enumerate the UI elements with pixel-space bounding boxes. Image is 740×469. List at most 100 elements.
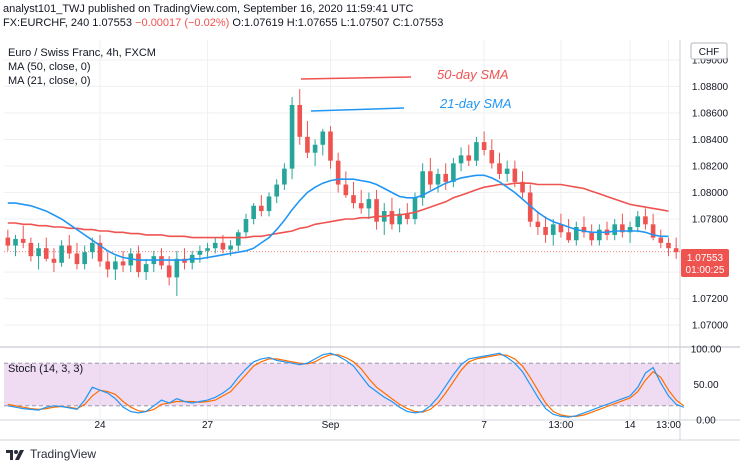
candle-body <box>635 216 641 227</box>
candle-body <box>282 168 287 185</box>
candle-body <box>597 229 602 241</box>
candle-body <box>443 173 449 182</box>
pane-separators <box>0 40 740 441</box>
legend-ma50: MA (50, close, 0) <box>8 61 91 73</box>
candle-body <box>212 242 218 249</box>
stoch-band <box>4 363 680 406</box>
x-tick-label: 27 <box>202 420 214 431</box>
candle-body <box>20 238 26 243</box>
candle-body <box>535 221 541 227</box>
candle-body <box>228 245 233 250</box>
brand-name: TradingView <box>30 447 97 461</box>
legend-ma21: MA (21, close, 0) <box>8 75 91 87</box>
price-change: −0.00017 (−0.02%) <box>135 17 230 29</box>
last-price-label: 1.07553 <box>687 253 724 264</box>
candle-body <box>259 205 264 212</box>
y-tick-label: 1.08600 <box>692 108 729 119</box>
candle-body <box>566 232 571 241</box>
x-tick-label: 13:00 <box>656 420 681 431</box>
ma21-line <box>7 174 669 261</box>
candle-body <box>428 171 433 185</box>
annotation-ma50: 50-day SMA <box>437 67 509 82</box>
candle-body <box>82 252 87 265</box>
candle-body <box>274 184 280 197</box>
candle-body <box>74 253 80 265</box>
annotation-line-ma50 <box>300 76 412 80</box>
candle-body <box>105 261 111 270</box>
candle-body <box>266 196 272 212</box>
currency-label: CHF <box>699 47 720 58</box>
x-tick-label: 24 <box>94 420 106 431</box>
symbol-quote-line: FX:EURCHF, 240 1.07553 −0.00017 (−0.02%)… <box>3 16 443 30</box>
candle-body <box>497 163 502 174</box>
stoch-k-line <box>7 352 685 418</box>
candle-body <box>320 131 326 145</box>
candle-body <box>573 226 579 241</box>
axis-tick-labels: 24 27 Sep 7 13:00 14 13:00 1.07000 1.07200 1.0780… <box>94 55 728 431</box>
candle-body <box>143 264 149 273</box>
last-price-tag: 1.07553 01:00:25 <box>681 249 729 277</box>
candle-body <box>412 197 418 220</box>
ma50-line <box>7 182 669 239</box>
chart-canvas[interactable]: 24 27 Sep 7 13:00 14 13:00 1.07000 1.07200 1.0780… <box>0 40 740 455</box>
y-tick-label: 1.08400 <box>692 135 729 146</box>
currency-button[interactable]: CHF <box>690 42 728 60</box>
candle-body <box>673 248 679 253</box>
candle-body <box>97 242 103 262</box>
chart-title: Euro / Swiss Franc, 4h, FXCM <box>8 47 156 59</box>
candle-body <box>620 224 625 233</box>
candle-body <box>66 245 72 254</box>
footer: TradingView <box>0 441 740 469</box>
candle-body <box>358 203 364 209</box>
candle-body <box>481 142 487 151</box>
candle-body <box>543 226 548 235</box>
candle-body <box>90 242 95 253</box>
candle-body <box>489 150 495 164</box>
candle-body <box>251 205 256 220</box>
candle-body <box>289 104 295 169</box>
candle-body <box>174 258 180 278</box>
candle-body <box>205 248 210 251</box>
candle-body <box>512 168 518 182</box>
candle-body <box>527 192 533 222</box>
candle-body <box>5 237 11 246</box>
annotation-line-ma21 <box>310 107 405 112</box>
candle-body <box>589 232 594 241</box>
y-tick-label: 1.07800 <box>692 215 729 226</box>
grid <box>4 40 680 420</box>
x-tick-label: 13:00 <box>548 420 573 431</box>
bar-countdown: 01:00:25 <box>686 265 725 276</box>
candle-body <box>28 242 34 257</box>
candle-body <box>374 199 379 222</box>
candle-body <box>666 242 671 249</box>
candle-body <box>435 173 441 185</box>
candle-body <box>627 226 633 233</box>
candle-body <box>36 248 41 257</box>
candle-body <box>474 142 479 161</box>
candle-body <box>389 211 395 225</box>
candle-body <box>581 226 587 233</box>
x-tick-label: 14 <box>625 420 637 431</box>
y-tick-label: 1.09000 <box>692 55 729 66</box>
candle-body <box>504 168 510 174</box>
candle-body <box>520 181 525 193</box>
candle-body <box>558 224 564 233</box>
candle-body <box>166 265 172 278</box>
stoch-tick-label: 50.00 <box>693 380 718 391</box>
tradingview-logo[interactable]: TradingView <box>5 447 96 461</box>
chart-header: analyst101_TWJ published on TradingView.… <box>0 0 740 40</box>
candle-body <box>343 184 349 196</box>
candle-body <box>235 232 241 246</box>
candle-body <box>13 238 18 246</box>
candle-body <box>612 224 618 235</box>
candle-body <box>397 213 402 225</box>
candle-body <box>297 104 303 137</box>
candle-body <box>120 261 126 266</box>
candle-body <box>51 258 57 263</box>
candle-body <box>351 195 356 204</box>
candle-body <box>366 199 372 209</box>
symbol: FX:EURCHF, 240 <box>3 17 90 29</box>
candle-body <box>59 245 64 263</box>
stoch-tick-label: 0.00 <box>696 416 716 427</box>
annotation-ma21: 21-day SMA <box>439 96 512 111</box>
